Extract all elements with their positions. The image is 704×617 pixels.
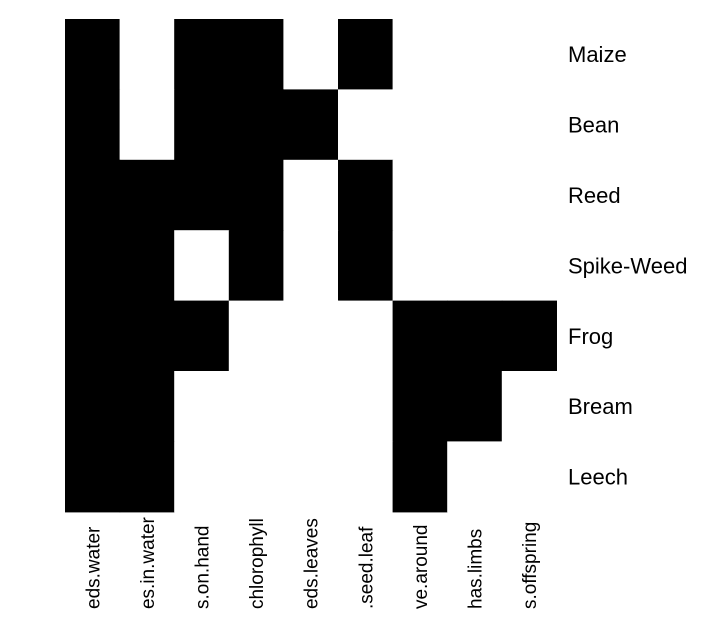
heatmap-cell bbox=[338, 230, 394, 302]
heatmap-cell bbox=[501, 19, 557, 90]
heatmap-cell bbox=[65, 89, 121, 161]
heatmap-cell bbox=[174, 89, 230, 161]
heatmap-cell bbox=[338, 371, 394, 442]
column-label: eds.water bbox=[83, 526, 104, 609]
row-label: Spike-Weed bbox=[568, 253, 687, 278]
heatmap-cell bbox=[119, 371, 175, 442]
column-label: s.on.hand bbox=[193, 526, 214, 609]
heatmap-cell bbox=[447, 89, 503, 161]
column-label: .seed.leaf bbox=[356, 526, 377, 609]
heatmap-cell bbox=[392, 371, 448, 442]
heatmap-cell bbox=[174, 300, 230, 372]
heatmap-cell bbox=[392, 300, 448, 372]
heatmap-cell bbox=[65, 300, 121, 372]
row-label: Leech bbox=[568, 465, 628, 490]
heatmap-cell bbox=[447, 300, 503, 372]
heatmap-cell bbox=[501, 441, 557, 513]
heatmap-cell bbox=[447, 19, 503, 90]
row-label: Maize bbox=[568, 42, 627, 67]
heatmap-cell bbox=[119, 89, 175, 161]
heatmap-cell bbox=[501, 230, 557, 302]
heatmap-cell bbox=[501, 89, 557, 161]
heatmap-cell bbox=[228, 371, 284, 442]
heatmap-cell bbox=[228, 159, 284, 231]
heatmap-cell bbox=[338, 300, 394, 372]
heatmap-cell bbox=[392, 89, 448, 161]
heatmap-cell bbox=[447, 371, 503, 442]
column-labels: eds.water es.in.water s.on.hand chlorophyll… bbox=[83, 516, 541, 609]
heatmap-cell bbox=[65, 230, 121, 302]
heatmap-cell bbox=[228, 441, 284, 513]
heatmap-cell bbox=[65, 19, 121, 90]
heatmap-cell bbox=[174, 230, 230, 302]
heatmap-cell bbox=[283, 19, 339, 90]
heatmap-cell bbox=[283, 300, 339, 372]
heatmap-cell bbox=[501, 159, 557, 231]
heatmap-cell bbox=[65, 159, 121, 231]
heatmap-cell bbox=[338, 19, 394, 90]
heatmap-cell bbox=[338, 159, 394, 231]
heatmap-cell bbox=[447, 230, 503, 302]
heatmap-cell bbox=[65, 441, 121, 513]
heatmap-cell bbox=[119, 230, 175, 302]
heatmap-cell bbox=[174, 441, 230, 513]
heatmap-cells bbox=[65, 19, 557, 513]
heatmap-cell bbox=[283, 371, 339, 442]
heatmap-cell bbox=[338, 441, 394, 513]
column-label: eds.leaves bbox=[302, 518, 323, 609]
heatmap-cell bbox=[228, 300, 284, 372]
row-label: Reed bbox=[568, 183, 621, 208]
heatmap-cell bbox=[65, 371, 121, 442]
heatmap-cell bbox=[228, 230, 284, 302]
heatmap-cell bbox=[228, 19, 284, 90]
heatmap-cell bbox=[338, 89, 394, 161]
column-label: es.in.water bbox=[138, 516, 159, 609]
heatmap-cell bbox=[228, 89, 284, 161]
heatmap-cell bbox=[392, 159, 448, 231]
heatmap-cell bbox=[119, 159, 175, 231]
row-labels: Maize Bean Reed Spike-Weed Frog Bream Leech bbox=[568, 42, 687, 489]
heatmap-cell bbox=[392, 19, 448, 90]
heatmap-cell bbox=[283, 89, 339, 161]
heatmap-cell bbox=[174, 19, 230, 90]
heatmap-cell bbox=[119, 300, 175, 372]
heatmap-cell bbox=[283, 441, 339, 513]
heatmap-cell bbox=[501, 300, 557, 372]
heatmap-cell bbox=[501, 371, 557, 442]
heatmap-cell bbox=[447, 159, 503, 231]
heatmap-cell bbox=[283, 159, 339, 231]
heatmap-cell bbox=[174, 159, 230, 231]
heatmap-cell bbox=[174, 371, 230, 442]
column-label: s.offspring bbox=[520, 522, 541, 609]
column-label: ve.around bbox=[411, 524, 432, 609]
heatmap-cell bbox=[447, 441, 503, 513]
row-label: Frog bbox=[568, 324, 613, 349]
column-label: chlorophyll bbox=[247, 518, 268, 609]
heatmap-cell bbox=[119, 19, 175, 90]
heatmap-cell bbox=[392, 230, 448, 302]
heatmap-cell bbox=[119, 441, 175, 513]
row-label: Bream bbox=[568, 394, 633, 419]
heatmap-cell bbox=[392, 441, 448, 513]
column-label: has.limbs bbox=[466, 529, 487, 609]
row-label: Bean bbox=[568, 113, 619, 138]
heatmap-cell bbox=[283, 230, 339, 302]
